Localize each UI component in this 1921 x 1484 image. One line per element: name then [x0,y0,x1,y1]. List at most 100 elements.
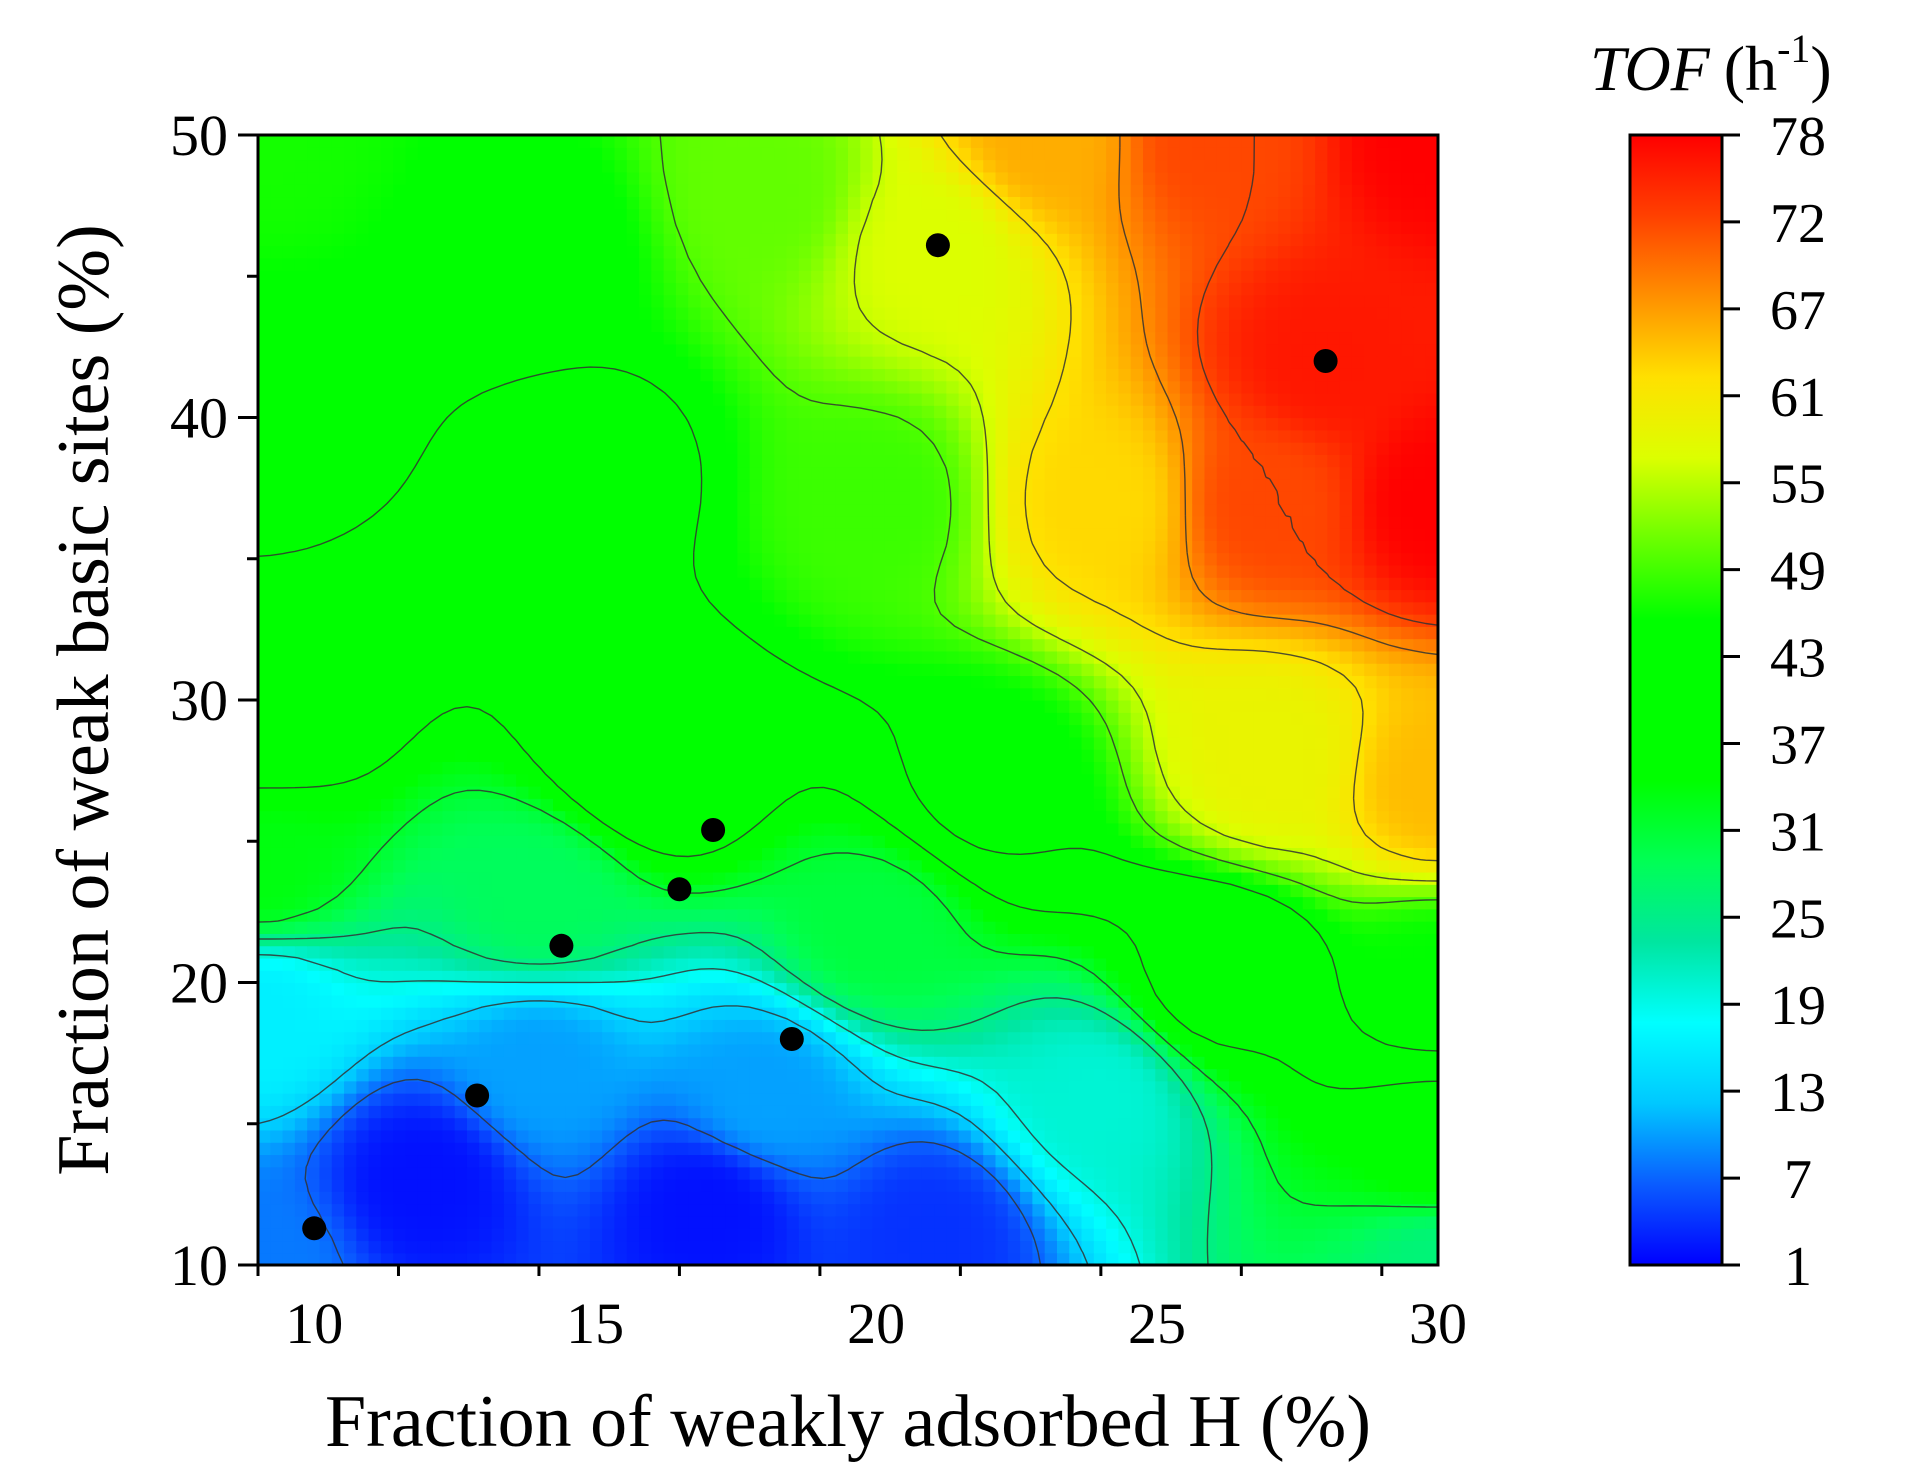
surface-cell [639,749,652,763]
surface-cell [835,896,849,910]
surface-cell [725,1031,738,1045]
surface-cell [860,933,874,947]
surface-cell [946,1043,960,1057]
surface-cell [1130,1117,1144,1131]
surface-cell [1216,761,1230,775]
surface-cell [282,687,296,701]
surface-cell [466,908,480,922]
surface-cell [848,626,861,640]
surface-cell [848,773,861,787]
surface-cell [663,712,677,726]
surface-cell [577,1179,591,1192]
surface-cell [405,1068,419,1082]
surface-cell [1290,1154,1304,1168]
surface-cell [405,810,419,824]
surface-cell [725,700,738,713]
surface-cell [675,626,689,640]
surface-cell [1216,1142,1230,1156]
surface-cell [848,785,861,799]
surface-cell [589,1093,603,1106]
surface-cell [712,1203,726,1217]
surface-cell [823,724,837,738]
surface-cell [1007,835,1021,848]
surface-cell [1130,1228,1144,1242]
surface-cell [1278,687,1292,701]
surface-cell [258,859,271,873]
surface-cell [860,1179,874,1192]
surface-cell [1179,908,1193,922]
surface-cell [798,1007,812,1020]
surface-cell [589,1129,603,1143]
surface-cell [884,1129,898,1143]
surface-cell [749,1215,763,1229]
surface-cell [258,835,271,848]
surface-cell [1069,1203,1083,1217]
surface-cell [1339,700,1353,713]
surface-cell [540,761,554,775]
surface-cell [1229,1228,1242,1242]
surface-cell [1118,1252,1132,1265]
surface-cell [1069,1252,1083,1265]
surface-cell [1069,626,1083,640]
surface-cell [466,1203,480,1217]
surface-cell [1327,1093,1341,1106]
surface-cell [491,1031,505,1045]
surface-cell [1364,1252,1378,1265]
surface-cell [1278,1117,1292,1131]
surface-cell [417,724,431,738]
surface-cell [1339,749,1353,763]
surface-cell [356,835,370,848]
surface-cell [307,638,321,652]
surface-cell [958,921,972,934]
surface-cell [737,1154,751,1168]
surface-cell [503,650,517,664]
surface-cell [958,761,972,775]
surface-cell [1364,945,1378,959]
surface-cell [946,1117,960,1131]
surface-cell [1069,933,1083,947]
surface-cell [602,921,616,934]
surface-cell [1413,650,1427,664]
surface-cell [282,835,296,848]
surface-cell [1290,884,1304,898]
surface-cell [1020,957,1033,971]
surface-cell [270,1240,284,1254]
surface-cell [331,822,345,836]
surface-cell [1241,884,1255,898]
surface-cell [774,650,788,664]
surface-cell [466,994,480,1008]
surface-cell [1179,1215,1193,1229]
surface-cell [1032,1191,1046,1205]
surface-cell [356,859,370,873]
surface-cell [626,700,640,713]
surface-cell [1413,675,1427,689]
surface-cell [1216,1105,1230,1119]
surface-cell [503,724,517,738]
surface-cell [553,884,566,898]
surface-cell [1032,1056,1046,1070]
surface-cell [577,957,591,971]
surface-cell [1192,1043,1206,1057]
surface-cell [860,712,874,726]
surface-cell [577,749,591,763]
surface-cell [614,835,628,848]
surface-cell [1265,982,1279,996]
surface-cell [602,650,616,664]
surface-cell [970,749,984,763]
surface-cell [528,933,542,947]
surface-cell [1020,638,1033,652]
surface-cell [1253,970,1267,984]
surface-cell [1044,810,1058,824]
surface-cell [1044,1105,1058,1119]
surface-cell [675,1252,689,1265]
surface-cell [1032,1142,1046,1156]
surface-cell [688,1252,702,1265]
surface-cell [1388,1068,1402,1082]
surface-cell [1315,773,1328,787]
surface-cell [405,884,419,898]
surface-cell [1425,1007,1438,1020]
surface-cell [479,847,493,861]
surface-cell [1413,1007,1427,1020]
surface-cell [528,663,542,677]
surface-cell [1167,1129,1181,1143]
